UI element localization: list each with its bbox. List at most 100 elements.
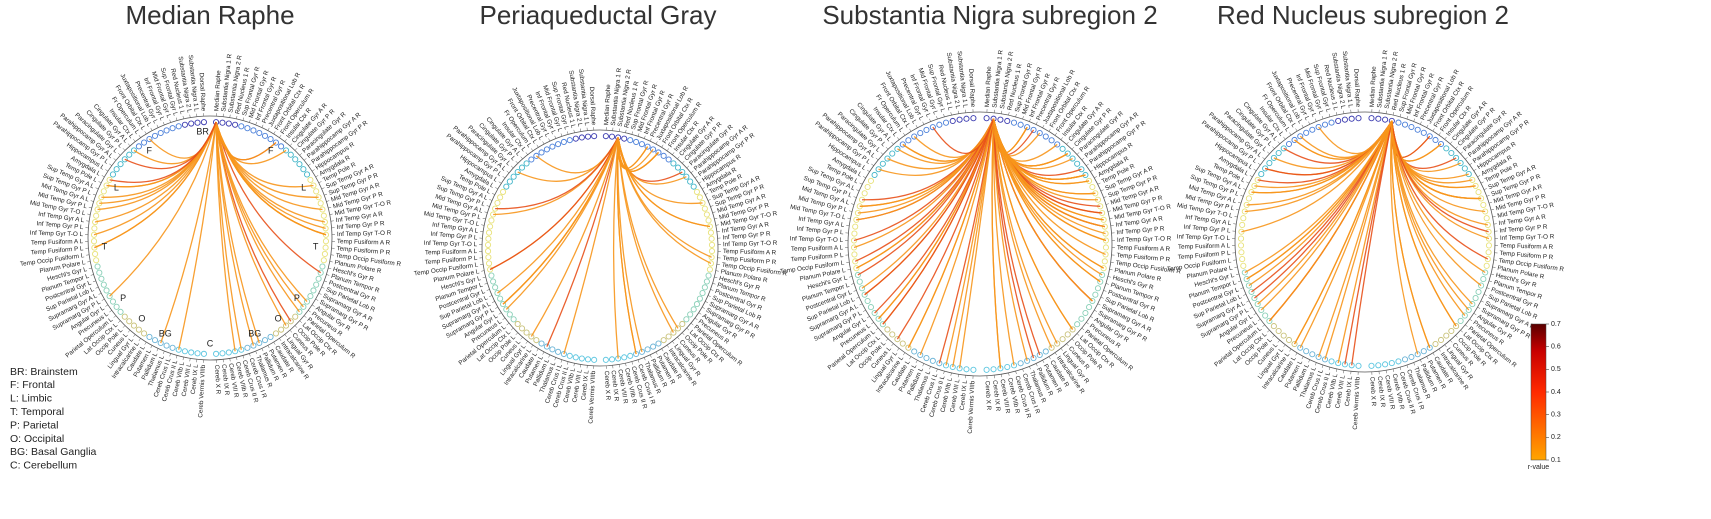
tick [661, 144, 664, 148]
node [621, 354, 628, 361]
node [949, 117, 956, 125]
legend-entry: C: Cerebellum [10, 460, 77, 472]
node [871, 171, 878, 179]
group-marker: T [313, 242, 319, 252]
region-label: Temp Fusiform P L [31, 245, 85, 256]
node [1453, 323, 1460, 330]
connection [617, 137, 711, 228]
tick [1054, 352, 1057, 356]
tick [1008, 372, 1010, 376]
tick [236, 357, 238, 361]
tick [536, 144, 539, 148]
tick [573, 129, 575, 133]
tick [625, 129, 627, 133]
connection [617, 137, 679, 329]
node [1024, 124, 1031, 131]
node [674, 164, 682, 171]
connection [178, 122, 217, 350]
tick [489, 199, 493, 201]
node [90, 231, 98, 238]
group-marker: L [301, 183, 306, 193]
node [1266, 160, 1273, 167]
node [963, 115, 970, 122]
node [1432, 136, 1439, 144]
node [911, 133, 918, 140]
colorbar-tick-label: 0.2 [1551, 434, 1561, 441]
tick [714, 218, 718, 220]
tick [853, 196, 857, 198]
region-label: Median Raphe [603, 84, 612, 126]
node [1461, 312, 1468, 319]
node [1443, 145, 1450, 152]
tick [481, 270, 485, 272]
region-label: Temp Fusiform A L [31, 238, 84, 246]
node [1102, 244, 1110, 251]
tick [922, 121, 925, 125]
connection [991, 118, 1002, 369]
tick [95, 187, 99, 190]
group-marker: O [138, 314, 145, 324]
tick [1103, 290, 1107, 292]
tick [1022, 116, 1024, 120]
tick [1081, 157, 1085, 161]
region-label: Dorsal Raphe [588, 87, 597, 126]
node [679, 320, 686, 328]
node [1483, 262, 1490, 269]
tick [712, 283, 716, 285]
node [1443, 332, 1450, 339]
connection [530, 137, 619, 337]
tick [1236, 273, 1240, 275]
tick [649, 138, 652, 142]
region-label: Inf Temp Gyr P L [796, 225, 844, 236]
tick [950, 112, 952, 116]
node [701, 284, 708, 291]
node [543, 343, 550, 350]
tick [1234, 216, 1238, 218]
tick [299, 320, 303, 323]
node [1368, 362, 1375, 369]
node [867, 177, 874, 184]
tick [554, 357, 557, 361]
tick [1469, 318, 1473, 322]
node [238, 123, 245, 130]
tick [1477, 175, 1481, 178]
node [705, 272, 712, 279]
region-label: Dorsal Raphe [1352, 69, 1361, 108]
node [175, 123, 182, 130]
tick [1066, 141, 1069, 145]
connection [563, 137, 619, 355]
node [1382, 116, 1389, 123]
node [261, 132, 269, 139]
node [894, 145, 901, 152]
tick [1413, 118, 1416, 122]
tick [1022, 368, 1024, 372]
tick [531, 344, 534, 348]
tick [885, 146, 889, 150]
tick [95, 286, 99, 289]
tick [1406, 364, 1409, 368]
connection [1299, 120, 1393, 349]
connection [1391, 120, 1489, 233]
connection [94, 121, 217, 249]
tick [847, 217, 851, 219]
tick [1335, 368, 1338, 372]
outer-ring [847, 111, 1113, 377]
connection [1241, 120, 1393, 233]
node [706, 266, 713, 273]
tick [88, 267, 92, 269]
node [963, 366, 970, 373]
tick [273, 341, 276, 345]
tick [294, 325, 298, 328]
node [538, 149, 545, 156]
node [1092, 291, 1099, 298]
tick [242, 117, 244, 121]
tick [105, 304, 109, 307]
tick [1314, 362, 1317, 366]
node [300, 303, 307, 310]
region-label: Median Raphe [984, 66, 993, 108]
connection [489, 137, 619, 271]
tick [1267, 151, 1270, 155]
tick [856, 189, 860, 192]
region-label: Temp Fusiform A L [1178, 242, 1231, 250]
